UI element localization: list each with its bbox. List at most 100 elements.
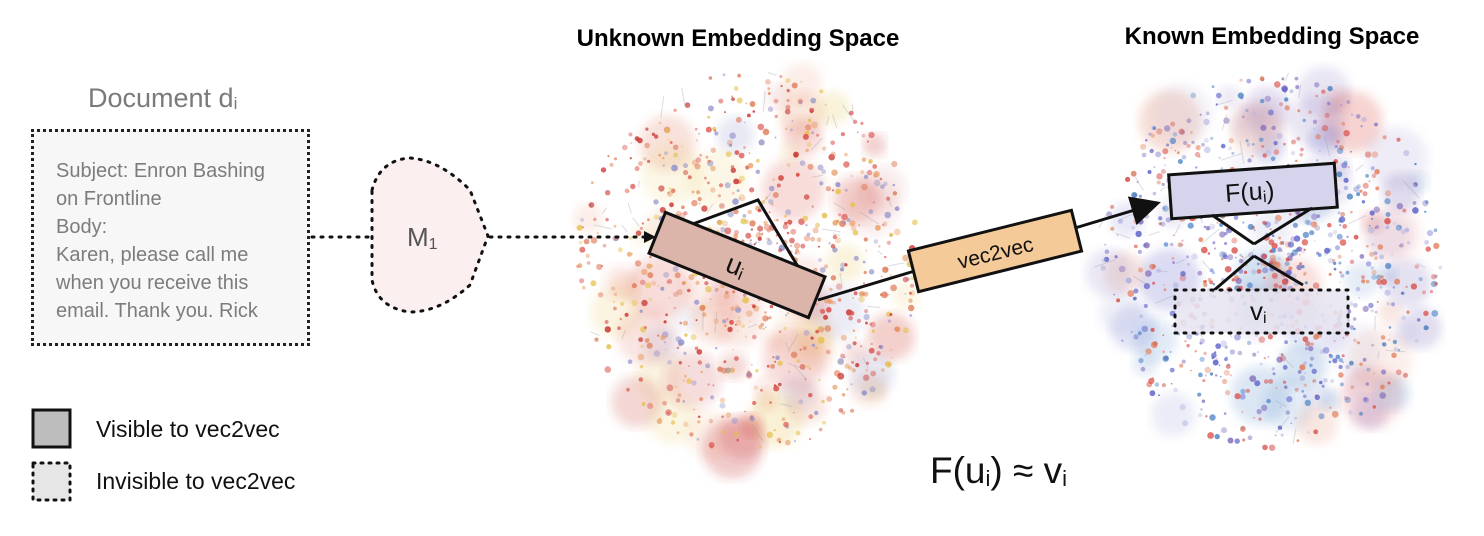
cloud-point <box>1214 433 1220 440</box>
cloud-point <box>1229 349 1236 355</box>
cloud-point <box>664 341 666 344</box>
cloud-point <box>1310 356 1314 361</box>
cloud-wisp <box>787 362 806 370</box>
cloud-point <box>1263 379 1269 384</box>
cloud-point <box>760 322 765 327</box>
cloud-point <box>1157 216 1163 221</box>
cloud-point <box>604 366 612 373</box>
cloud-haze <box>1344 261 1380 298</box>
cloud-point <box>1170 242 1174 247</box>
cloud-point <box>807 163 814 170</box>
cloud-wisp <box>1221 114 1228 131</box>
cloud-point <box>735 319 742 326</box>
cloud-point <box>1348 301 1354 307</box>
cloud-point <box>1370 309 1374 313</box>
cloud-point <box>818 427 823 432</box>
cloud-point <box>1366 367 1371 372</box>
cloud-point <box>1318 149 1321 152</box>
cloud-point <box>624 312 629 317</box>
cloud-point <box>884 211 891 219</box>
cloud-point <box>1186 344 1190 348</box>
cloud-point <box>676 346 680 350</box>
cloud-point <box>1365 382 1369 386</box>
cloud-point <box>1271 242 1278 250</box>
cloud-point <box>1282 380 1287 384</box>
cloud-point <box>629 157 632 160</box>
cloud-point <box>1405 285 1408 289</box>
cloud-point <box>1249 375 1257 382</box>
cloud-point <box>757 236 762 241</box>
cloud-point <box>736 97 743 104</box>
cloud-point <box>1224 266 1232 273</box>
cloud-point <box>1374 227 1377 229</box>
cloud-point <box>1353 234 1359 240</box>
cloud-point <box>722 319 727 324</box>
cloud-point <box>1224 345 1228 349</box>
cloud-point <box>718 98 724 104</box>
cloud-point <box>849 220 856 227</box>
cloud-point <box>827 299 834 305</box>
cloud-point <box>1234 438 1240 444</box>
cloud-point <box>1319 349 1325 355</box>
cloud-point <box>788 370 791 373</box>
cloud-point <box>1316 214 1321 219</box>
cloud-point <box>1201 142 1205 147</box>
cloud-point <box>785 209 792 216</box>
cloud-point <box>1150 133 1155 138</box>
cloud-wisp <box>1201 228 1220 244</box>
cloud-point <box>605 217 609 222</box>
cloud-point <box>1380 278 1387 286</box>
document-body: Subject: Enron Bashing on Frontline Body… <box>56 157 265 325</box>
cloud-point <box>809 367 811 370</box>
cloud-point <box>1296 264 1302 271</box>
cloud-point <box>902 327 909 334</box>
cloud-haze <box>1378 300 1402 325</box>
cloud-point <box>762 315 769 322</box>
cloud-point <box>1371 217 1374 220</box>
cloud-wisp <box>638 181 640 188</box>
cloud-point <box>1259 137 1264 143</box>
cloud-point <box>1144 213 1150 219</box>
cloud-point <box>1163 164 1166 167</box>
cloud-point <box>1321 384 1325 388</box>
cloud-point <box>1150 341 1158 349</box>
cloud-point <box>1277 247 1282 252</box>
cloud-point <box>767 106 774 112</box>
cloud-point <box>658 185 665 192</box>
cloud-point <box>768 316 772 320</box>
cloud-point <box>622 144 628 151</box>
cloud-point <box>892 191 898 196</box>
cloud-point <box>1396 203 1404 210</box>
cloud-point <box>1303 383 1307 387</box>
cloud-wisp <box>1278 352 1295 369</box>
cloud-point <box>1338 365 1343 369</box>
cloud-point <box>694 127 698 131</box>
cloud-point <box>753 385 758 390</box>
cloud-point <box>699 153 703 157</box>
cloud-point <box>1258 417 1262 421</box>
cloud-point <box>1313 429 1319 435</box>
cloud-haze <box>1304 379 1333 409</box>
cloud-point <box>1209 223 1216 230</box>
cloud-wisp <box>767 72 777 76</box>
cloud-point <box>624 188 630 194</box>
cloud-point <box>620 301 625 306</box>
cloud-point <box>1170 382 1173 385</box>
cloud-point <box>1247 435 1253 441</box>
cloud-point <box>875 224 881 231</box>
cloud-point <box>1158 222 1162 226</box>
cloud-point <box>687 288 691 293</box>
cloud-point <box>733 209 739 215</box>
cloud-point <box>1373 206 1381 213</box>
cloud-point <box>667 360 672 365</box>
cloud-haze <box>641 144 702 205</box>
cloud-point <box>676 431 680 435</box>
cloud-point <box>671 164 678 172</box>
cloud-point <box>1202 379 1206 383</box>
cloud-point <box>705 363 711 369</box>
cloud-point <box>619 317 622 321</box>
cloud-wisp <box>1284 72 1290 81</box>
f-box: F(ui) <box>1167 161 1339 221</box>
cloud-point <box>1245 139 1249 143</box>
cloud-point <box>1371 173 1377 178</box>
